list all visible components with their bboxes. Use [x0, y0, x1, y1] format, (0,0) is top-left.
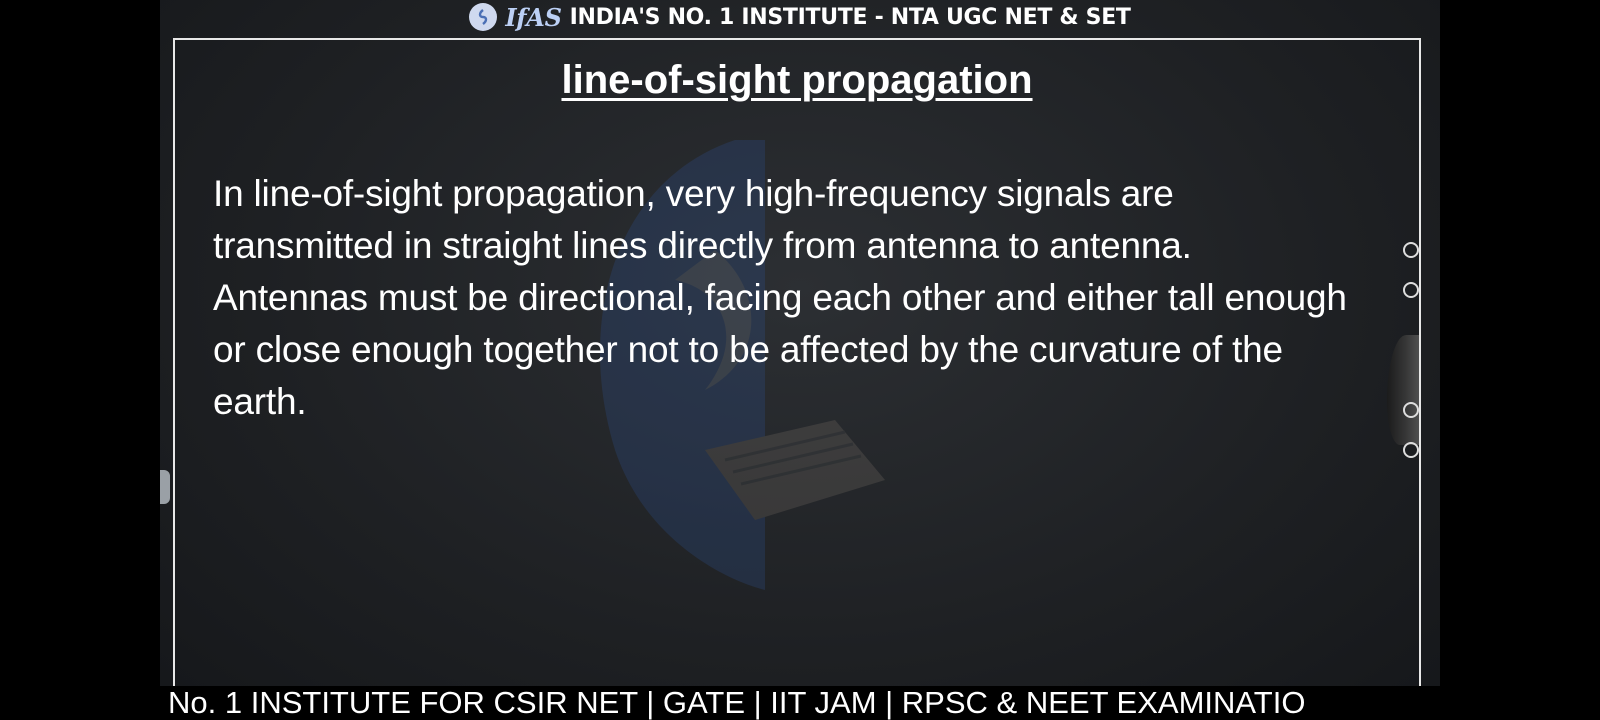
brand-logo-icon [469, 3, 498, 31]
slide-title: line-of-sight propagation [561, 58, 1033, 102]
presenter-hand [1387, 335, 1419, 445]
undo-icon[interactable] [1403, 402, 1419, 418]
banner-tagline: INDIA'S NO. 1 INSTITUTE - NTA UGC NET & … [569, 4, 1131, 30]
left-panel-handle[interactable] [160, 470, 170, 504]
top-banner: IfAS INDIA'S NO. 1 INSTITUTE - NTA UGC N… [160, 0, 1440, 34]
brand-name: IfAS [505, 2, 562, 32]
slide-body-text: In line-of-sight propagation, very high-… [213, 173, 1347, 422]
play-icon[interactable] [1403, 242, 1419, 258]
settings-icon[interactable] [1403, 442, 1419, 458]
bottom-ticker: No. 1 INSTITUTE FOR CSIR NET | GATE | II… [160, 686, 1440, 720]
slide-board: line-of-sight propagation In line-of-sig… [173, 38, 1421, 720]
watermark-logo-icon [600, 140, 885, 590]
video-frame: IfAS INDIA'S NO. 1 INSTITUTE - NTA UGC N… [160, 0, 1440, 720]
pen-icon[interactable] [1403, 282, 1419, 298]
